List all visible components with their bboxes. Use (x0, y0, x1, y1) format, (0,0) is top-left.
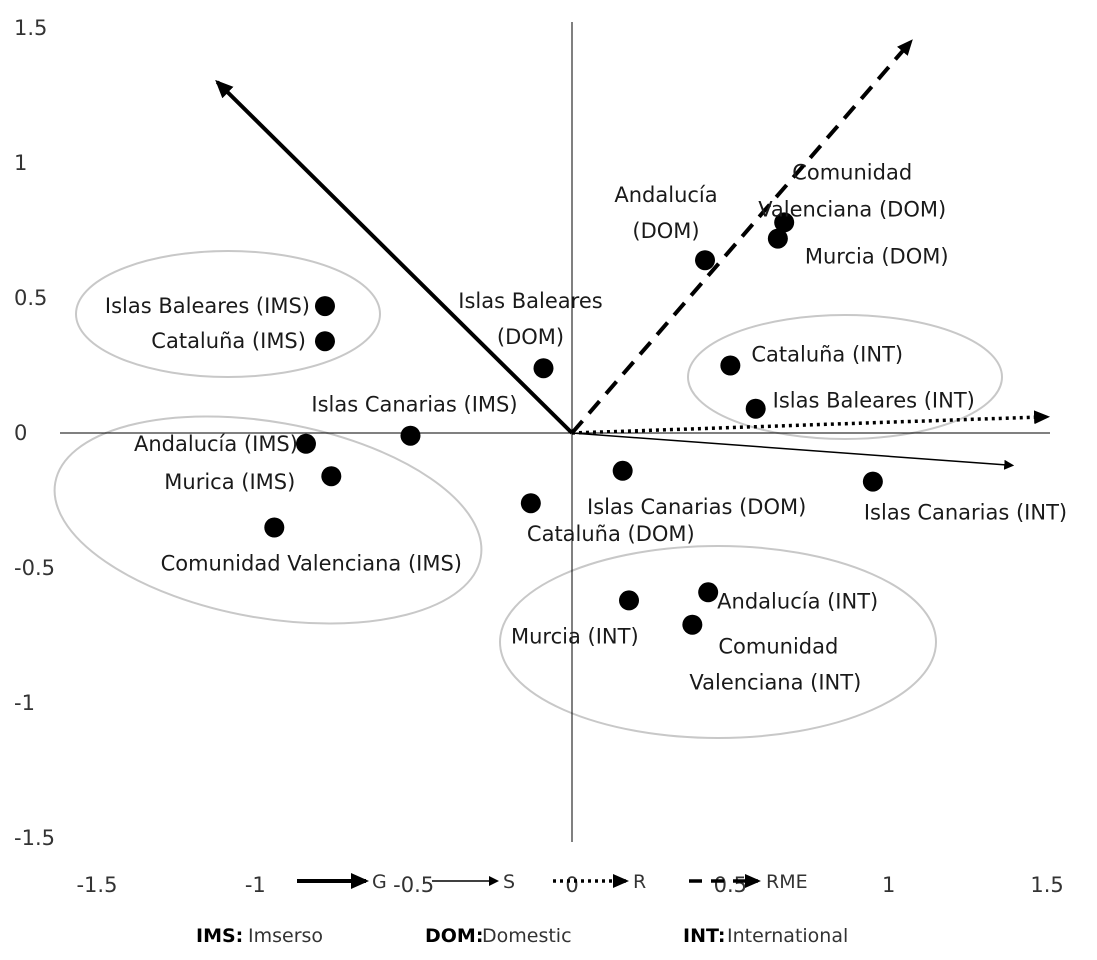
point-label: Murcia (INT) (511, 624, 639, 648)
vector-r (571, 410, 1051, 435)
legend-s-label: S (503, 871, 515, 893)
data-point (533, 358, 554, 379)
data-point (720, 355, 741, 376)
point-label: Islas Baleares (IMS) (105, 294, 310, 318)
vector-g (215, 79, 574, 435)
data-point (682, 614, 703, 635)
cluster-ellipse-ims-bottom (53, 415, 483, 625)
point-label: Islas Baleares (INT) (773, 389, 975, 413)
data-point (314, 331, 335, 352)
point-label: Islas Canarias (INT) (864, 501, 1067, 525)
point-labels: Islas Baleares (IMS) Cataluña (IMS) Islas … (105, 160, 1067, 694)
cluster-ellipse-ims-top (75, 250, 381, 378)
point-label: Comunidad Valenciana (IMS) (161, 552, 462, 576)
point-label: Cataluña (IMS) (151, 329, 306, 353)
x-tick-label: 0 (565, 873, 578, 897)
data-point (612, 460, 633, 481)
point-label: Murcia (DOM) (805, 245, 949, 269)
data-point (264, 517, 285, 538)
legend-abbr-int-value: International (727, 925, 848, 947)
point-label: Andalucía (DOM) (614, 183, 717, 243)
y-tick-label: -1.5 (14, 826, 55, 850)
data-point (619, 590, 640, 611)
point-label: Cataluña (INT) (751, 343, 903, 367)
point-label: Andalucía (INT) (717, 589, 878, 613)
legend-abbr-ims-key: IMS: (196, 925, 243, 947)
data-point (314, 296, 335, 317)
legend-g-label: G (372, 871, 387, 893)
x-tick-label: 0.5 (714, 873, 747, 897)
x-tick-label: 1.5 (1030, 873, 1063, 897)
data-point (400, 425, 421, 446)
x-tick-labels: -1.5 -1 -0.5 0 0.5 1 1.5 (76, 873, 1063, 897)
point-label: Murica (IMS) (164, 470, 295, 494)
cluster-ellipse-int-right (687, 314, 1003, 440)
y-tick-label: 1 (14, 151, 27, 175)
data-point (745, 398, 766, 419)
legend-r-label: R (633, 871, 646, 893)
legend-abbr-ims-value: Imserso (248, 925, 323, 947)
point-label: Andalucía (IMS) (134, 432, 298, 456)
y-tick-label: -1 (14, 691, 35, 715)
data-point (520, 493, 541, 514)
data-point (767, 228, 788, 249)
data-point (698, 582, 719, 603)
y-tick-label: 1.5 (14, 16, 47, 40)
data-point (295, 433, 316, 454)
data-point (862, 471, 883, 492)
legend-rme-label: RME (766, 871, 808, 893)
x-tick-label: -1.5 (76, 873, 117, 897)
legend-abbr-int-key: INT: (683, 925, 726, 947)
vector-s (571, 432, 1015, 470)
data-points (264, 212, 883, 635)
legend-abbr-dom-key: DOM: (425, 925, 483, 947)
data-point (695, 250, 716, 271)
cluster-ellipses (53, 250, 1003, 739)
y-tick-label: -0.5 (14, 556, 55, 580)
point-label: Comunidad Valenciana (DOM) (758, 160, 946, 221)
loading-vectors (215, 39, 1051, 470)
x-tick-label: -0.5 (393, 873, 434, 897)
point-label: Comunidad Valenciana (INT) (689, 635, 861, 695)
point-label: Islas Canarias (DOM) (587, 495, 806, 519)
x-tick-label: -1 (245, 873, 266, 897)
point-label: Islas Baleares (DOM) (458, 289, 602, 349)
x-tick-label: 1 (882, 873, 895, 897)
point-label: Cataluña (DOM) (527, 522, 695, 546)
data-point (774, 212, 795, 233)
point-label: Islas Canarias (IMS) (311, 393, 517, 417)
legend-abbr-dom-value: Domestic (482, 925, 572, 947)
vector-rme (570, 39, 913, 435)
legend: G S R RME IMS: Imserso DOM: Domestic INT… (196, 871, 848, 947)
data-point (321, 466, 342, 487)
y-tick-label: 0 (14, 421, 27, 445)
cluster-ellipse-int-bottom (499, 545, 937, 739)
y-tick-labels: 1.5 1 0.5 0 -0.5 -1 -1.5 (14, 16, 55, 850)
y-tick-label: 0.5 (14, 286, 47, 310)
